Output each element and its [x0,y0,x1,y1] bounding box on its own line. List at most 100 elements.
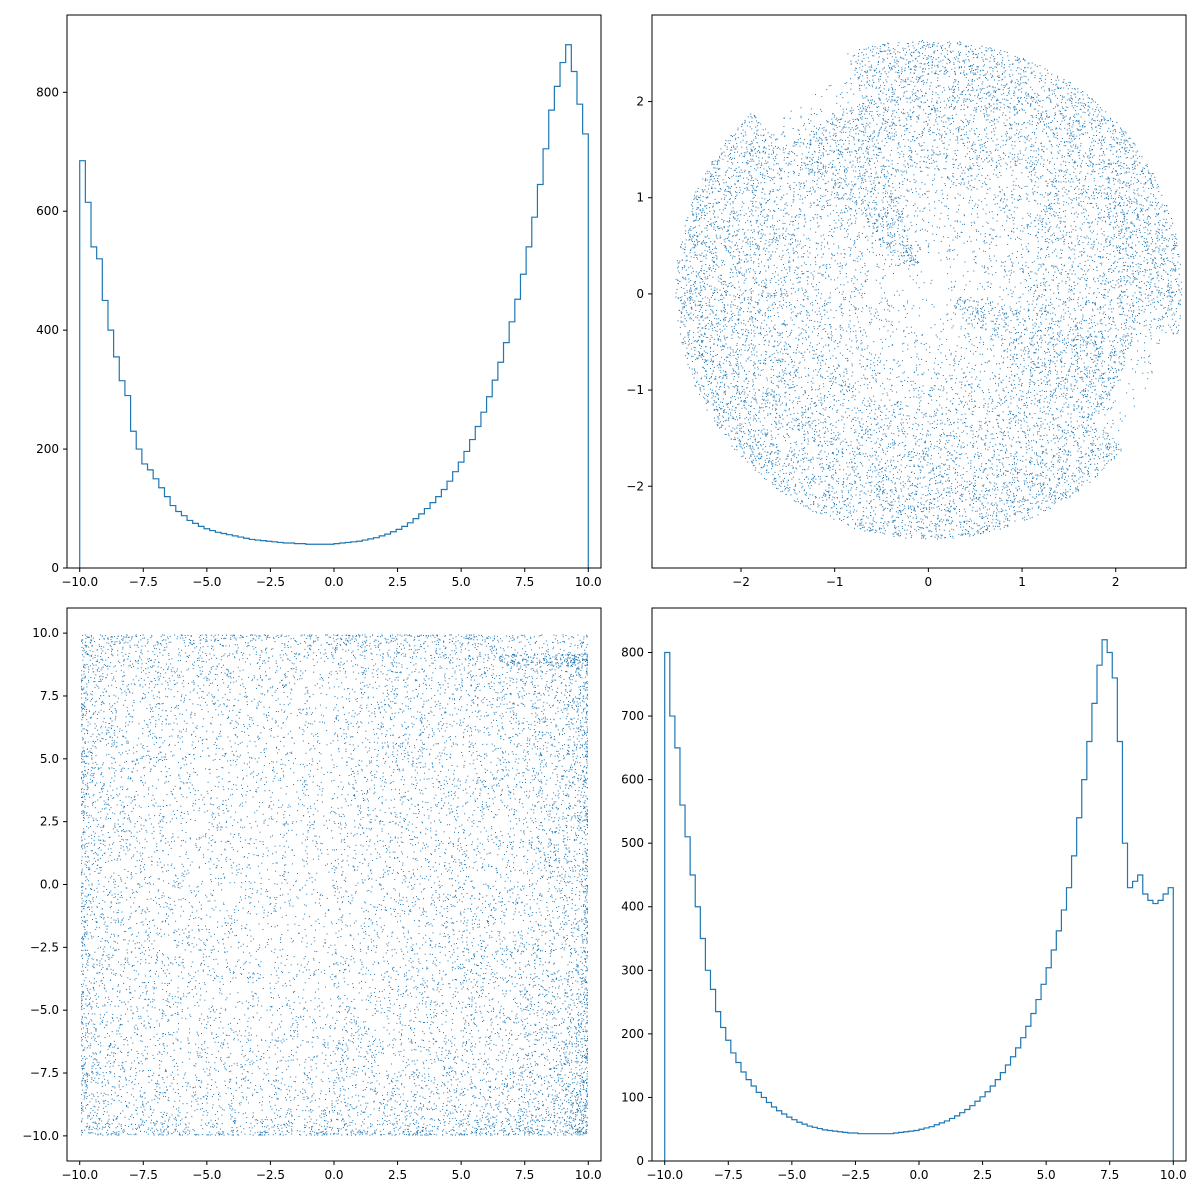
scatter-point [1110,164,1112,166]
scatter-point [847,228,849,230]
scatter-point [1020,244,1022,246]
scatter-point [919,405,921,407]
scatter-point [1083,156,1085,158]
scatter-point [1026,280,1027,282]
scatter-point [776,248,778,250]
scatter-point [974,406,976,407]
scatter-point [937,77,939,79]
scatter-point [742,344,744,346]
scatter-point [1063,81,1065,83]
scatter-point [959,299,961,301]
scatter-point [683,252,685,254]
scatter-point [1075,226,1077,228]
scatter-point [913,51,915,53]
scatter-point [1057,332,1059,334]
scatter-point [1017,436,1019,438]
scatter-point [796,384,798,386]
scatter-point [890,465,892,467]
scatter-point [974,48,976,50]
scatter-point [1128,187,1130,189]
scatter-point [720,346,722,348]
scatter-point [1074,428,1076,430]
scatter-point [1085,132,1087,134]
scatter-point [995,174,997,176]
scatter-point [739,415,741,417]
scatter-point [850,441,852,443]
scatter-point [769,310,771,311]
scatter-point [712,295,713,296]
scatter-point [869,215,871,217]
scatter-point [979,371,981,373]
scatter-point [1081,358,1083,360]
scatter-point [876,265,878,267]
scatter-point [1056,255,1058,257]
scatter-point [900,532,902,534]
scatter-point [847,378,849,380]
scatter-point [1089,381,1091,383]
scatter-point [1124,216,1126,218]
scatter-point [1082,111,1084,113]
scatter-point [1107,432,1109,434]
scatter-point [1039,310,1041,312]
scatter-point [677,280,679,282]
scatter-point [751,316,753,317]
scatter-point [1039,473,1041,474]
scatter-point [1101,333,1102,335]
scatter-point [830,326,832,328]
scatter-point [749,417,751,419]
scatter-point [1003,104,1005,106]
scatter-point [934,139,936,141]
scatter-point [956,512,957,514]
scatter-point [916,364,918,366]
scatter-point [909,68,911,70]
scatter-point [1005,518,1007,520]
scatter-point [687,334,689,336]
scatter-point [1023,360,1025,362]
scatter-point [946,72,948,74]
scatter-point [973,115,975,117]
scatter-point [892,96,894,98]
scatter-point [747,268,749,270]
scatter-point [701,189,703,191]
scatter-point [1122,243,1124,244]
scatter-point [1038,455,1040,457]
scatter-point [1065,437,1067,438]
scatter-point [937,42,939,44]
scatter-point [804,185,806,186]
scatter-point [1044,391,1046,392]
scatter-point [801,500,803,502]
scatter-point [801,411,803,413]
scatter-point [1056,408,1058,410]
scatter-point [1100,346,1102,347]
scatter-point [701,327,703,329]
scatter-point [894,197,896,199]
scatter-point [1123,215,1125,217]
scatter-point [1172,300,1174,302]
scatter-point [1109,453,1111,455]
scatter-point [910,80,912,82]
scatter-point [963,406,964,408]
scatter-point [681,296,683,298]
scatter-point [1089,458,1091,460]
scatter-point [1148,294,1150,296]
scatter-point [1042,451,1044,453]
scatter-point [897,65,899,67]
scatter-point [1093,195,1095,197]
scatter-point [811,153,813,155]
scatter-point [985,435,987,437]
scatter-point [929,56,931,58]
scatter-point [928,243,930,245]
scatter-point [980,315,982,317]
scatter-point [1123,262,1124,264]
scatter-point [1049,492,1051,493]
scatter-point [738,296,740,298]
scatter-point [951,68,953,70]
scatter-point [1056,132,1058,134]
scatter-point [853,305,855,307]
scatter-point [1096,296,1097,298]
scatter-point [786,424,788,426]
scatter-point [713,178,715,180]
scatter-point [879,45,881,47]
scatter-point [847,348,849,350]
scatter-point [748,419,749,421]
